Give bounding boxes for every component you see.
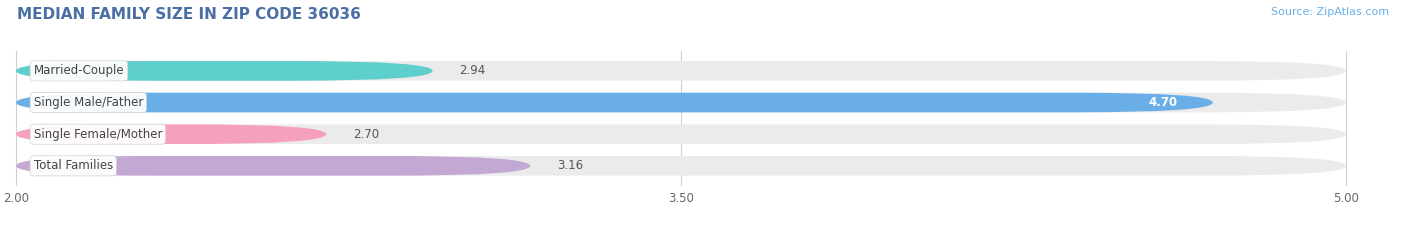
FancyBboxPatch shape xyxy=(15,61,1346,81)
Text: 2.70: 2.70 xyxy=(353,128,380,141)
Text: Single Female/Mother: Single Female/Mother xyxy=(34,128,162,141)
FancyBboxPatch shape xyxy=(15,124,326,144)
FancyBboxPatch shape xyxy=(15,156,1346,176)
Text: Single Male/Father: Single Male/Father xyxy=(34,96,143,109)
FancyBboxPatch shape xyxy=(15,124,1346,144)
FancyBboxPatch shape xyxy=(15,93,1213,112)
Text: 4.70: 4.70 xyxy=(1149,96,1177,109)
Text: Source: ZipAtlas.com: Source: ZipAtlas.com xyxy=(1271,7,1389,17)
FancyBboxPatch shape xyxy=(15,61,433,81)
FancyBboxPatch shape xyxy=(15,93,1346,112)
Text: Married-Couple: Married-Couple xyxy=(34,64,124,77)
Text: 3.16: 3.16 xyxy=(557,159,583,172)
Text: 2.94: 2.94 xyxy=(460,64,485,77)
Text: Total Families: Total Families xyxy=(34,159,112,172)
Text: MEDIAN FAMILY SIZE IN ZIP CODE 36036: MEDIAN FAMILY SIZE IN ZIP CODE 36036 xyxy=(17,7,361,22)
FancyBboxPatch shape xyxy=(15,156,530,176)
